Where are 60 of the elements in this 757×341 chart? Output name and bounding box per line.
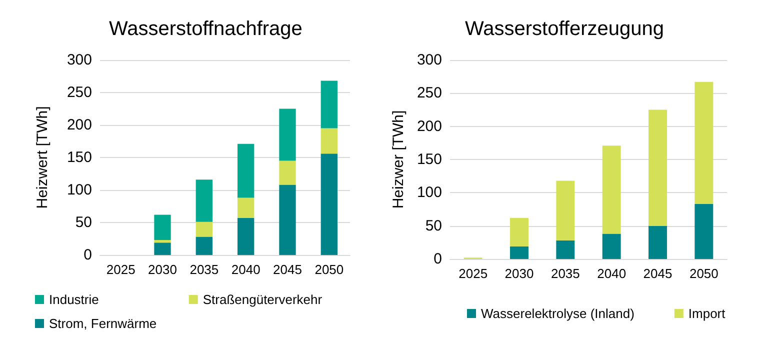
y-axis-title: Heizwert [TWh]	[34, 106, 51, 209]
y-tick-label: 200	[66, 116, 92, 134]
bar	[279, 184, 296, 255]
bar	[238, 144, 254, 198]
x-tick-label: 2045	[643, 266, 672, 281]
x-tick-label: 2050	[689, 266, 718, 281]
x-tick-label: 2030	[148, 262, 177, 277]
y-tick-label: 150	[66, 149, 92, 166]
x-tick-label: 2035	[550, 266, 580, 281]
bar	[510, 246, 528, 259]
bar	[694, 82, 714, 204]
y-tick-label: 250	[416, 84, 442, 102]
bar	[154, 242, 171, 255]
y-tick-label: 0	[434, 250, 442, 268]
y-axis-title: Heizwer [TWh]	[390, 110, 408, 209]
bar	[510, 218, 528, 246]
bar	[556, 240, 575, 259]
bar	[196, 236, 212, 255]
y-tick-label: 300	[416, 52, 442, 68]
y-tick-label: 100	[66, 182, 92, 198]
y-tick-label: 100	[416, 184, 442, 202]
x-tick-label: 2045	[273, 262, 302, 277]
x-tick-label: 2025	[458, 266, 488, 281]
y-tick-label: 200	[416, 118, 442, 135]
bar	[154, 214, 171, 240]
bar	[279, 108, 296, 161]
y-tick-label: 300	[66, 52, 92, 68]
bar	[238, 218, 254, 255]
bar	[648, 110, 667, 226]
y-tick-label: 150	[416, 151, 442, 168]
bar	[648, 226, 667, 259]
bar	[320, 128, 338, 154]
legend-label: Strom, Fernwärme	[49, 316, 157, 331]
legend-label: Import	[688, 306, 726, 321]
x-tick-label: 2050	[314, 262, 344, 277]
x-tick-label: 2030	[504, 266, 534, 281]
bar	[602, 146, 621, 234]
legend-label: Straßengüterverkehr	[202, 292, 323, 307]
bar	[196, 180, 212, 222]
y-tick-label: 250	[66, 84, 92, 101]
bar	[556, 180, 575, 240]
x-tick-label: 2025	[106, 262, 136, 277]
bar	[279, 160, 296, 185]
x-tick-label: 2035	[190, 262, 219, 277]
bar	[694, 204, 714, 259]
bar	[154, 240, 171, 243]
y-tick-label: 50	[75, 214, 92, 231]
chart-title: Wasserstoffnachfrage	[109, 18, 302, 40]
x-tick-label: 2040	[597, 266, 626, 281]
chart-title: Wasserstofferzeugung	[465, 18, 664, 40]
legend-label: Wasserelektrolyse (Inland)	[481, 306, 634, 321]
x-tick-label: 2040	[231, 262, 260, 277]
bar	[602, 234, 621, 259]
y-tick-label: 50	[425, 217, 442, 234]
bar	[320, 80, 338, 128]
y-tick-label: 0	[84, 246, 92, 264]
bar	[320, 154, 338, 255]
bar	[196, 222, 212, 237]
bar	[238, 198, 254, 218]
legend-label: Industrie	[49, 292, 99, 307]
